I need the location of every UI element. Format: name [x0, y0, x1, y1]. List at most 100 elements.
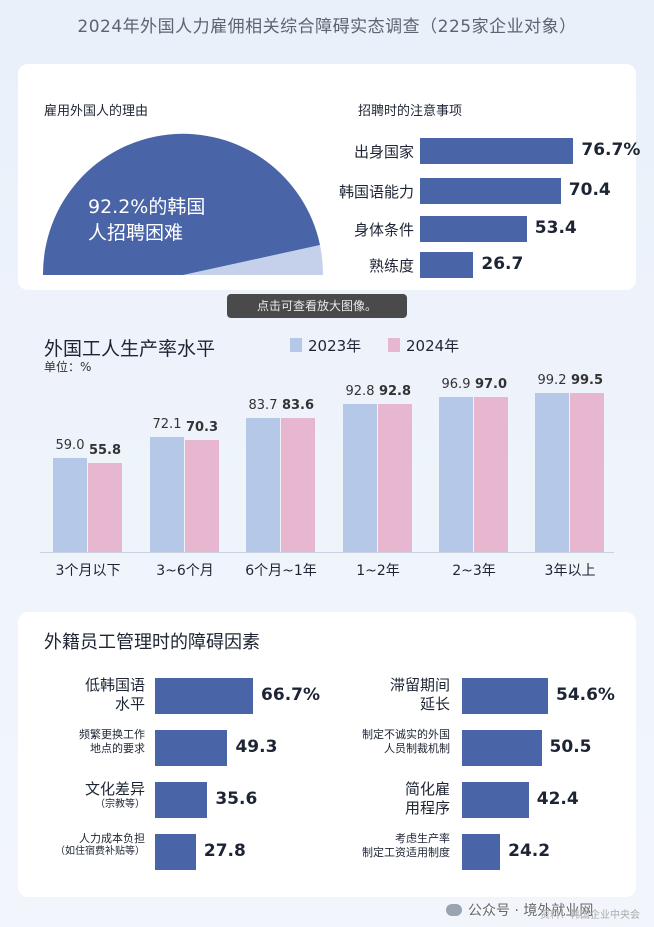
mgmt-right-label-line: 考虑生产率	[395, 832, 450, 845]
pie-slice-other	[183, 245, 324, 275]
mgmt-right-label-line: 用程序	[404, 798, 450, 817]
mgmt-left-label-line: 水平	[114, 694, 145, 713]
bar-value-label: 92.8	[378, 383, 412, 399]
management-title: 外籍员工管理时的障碍因素	[44, 632, 260, 653]
bar-2023	[150, 436, 184, 552]
bar-2023	[53, 457, 87, 552]
pie-text-2: 人招聘困难	[88, 222, 184, 244]
mgmt-right-label-line: 延长	[419, 694, 450, 713]
recruit-bar-value: 70.4	[568, 180, 611, 200]
mgmt-right-label-line: 滞留期间	[389, 676, 450, 694]
mgmt-right-value: 54.6%	[555, 685, 615, 705]
bar-value-label: 59.0	[55, 437, 85, 453]
bar-value-label: 99.2	[537, 373, 567, 389]
mgmt-left-label-line: 低韩国语	[84, 676, 145, 694]
mgmt-left-bar	[155, 678, 254, 714]
page-title: 2024年外国人力雇佣相关综合障碍实态调查（225家企业对象）	[77, 17, 577, 37]
recruit-bar-value: 76.7%	[581, 140, 641, 160]
mgmt-right-bar	[462, 834, 501, 870]
mgmt-left-label: 人力成本负担 （如住宿费补贴等）	[30, 832, 145, 858]
category-label: 3~6个月	[156, 563, 214, 579]
bar-value-label: 55.8	[88, 442, 122, 458]
bar-2024	[281, 418, 315, 552]
recruit-bar	[420, 252, 474, 278]
bar-2024	[88, 462, 122, 552]
mgmt-left-label-line: 人力成本负担	[79, 832, 145, 845]
mgmt-left-bar	[155, 834, 196, 870]
bar-2024	[474, 396, 508, 552]
mgmt-left-bar	[155, 730, 228, 766]
recruit-bar-label: 出身国家	[353, 143, 414, 161]
pie-chart	[42, 133, 324, 275]
mgmt-left-label: 文化差异 （宗教等）	[30, 780, 145, 811]
recruit-bar-label: 身体条件	[353, 221, 414, 239]
mgmt-left-label-line: 地点的要求	[90, 741, 145, 755]
mgmt-left-value: 49.3	[235, 737, 278, 757]
recruit-bar-label: 韩国语能力	[338, 183, 414, 201]
bar-value-label: 97.0	[474, 376, 508, 392]
recruit-bar	[420, 216, 527, 242]
recruit-bar	[420, 178, 561, 204]
mgmt-right-label-line: 制定不诚实的外国	[362, 728, 450, 741]
pie-slice-main	[42, 133, 320, 275]
bar-value-label: 83.6	[281, 398, 315, 414]
footer-logo: 公众号 · 境外就业网	[468, 903, 594, 919]
mgmt-right-value: 50.5	[549, 737, 592, 757]
category-label: 3年以上	[544, 563, 596, 579]
mgmt-left-label-line: 频繁更换工作	[79, 728, 145, 741]
mgmt-left-bar	[155, 782, 208, 818]
mgmt-right-bar	[462, 678, 548, 714]
legend-label-2024: 2024年	[406, 337, 460, 355]
recruit-notes-label: 招聘时的注意事项	[358, 104, 463, 119]
hire-reasons-label: 雇用外国人的理由	[44, 104, 149, 119]
mgmt-left-label: 低韩国语 水平	[30, 676, 145, 714]
wechat-icon	[446, 904, 462, 916]
bar-value-label: 72.1	[152, 416, 182, 432]
bar-value-label: 83.7	[248, 398, 278, 414]
bar-2023	[439, 396, 473, 552]
mgmt-right-label-line: 制定工资适用制度	[362, 845, 450, 859]
recruit-bar	[420, 138, 574, 164]
bar-2023	[343, 403, 377, 552]
recruit-bar-value: 26.7	[481, 254, 524, 274]
bar-value-label: 96.9	[441, 376, 471, 392]
mgmt-left-value: 27.8	[203, 841, 246, 861]
legend-swatch-2023	[290, 338, 302, 352]
bar-2024	[378, 403, 412, 552]
mgmt-right-bar	[462, 782, 529, 818]
legend-swatch-2024	[388, 338, 400, 352]
mgmt-right-bar	[462, 730, 542, 766]
category-label: 2~3年	[452, 563, 496, 579]
mgmt-right-label: 滞留期间 延长	[300, 676, 450, 714]
mgmt-left-value: 35.6	[215, 789, 258, 809]
bar-value-label: 70.3	[185, 419, 219, 435]
mgmt-right-label-line: 简化雇	[404, 780, 450, 798]
mgmt-left-label-line: 文化差异	[84, 780, 145, 798]
mgmt-right-label: 制定不诚实的外国 人员制裁机制	[300, 728, 450, 756]
productivity-title: 外国工人生产率水平	[44, 338, 216, 360]
bar-2024	[185, 439, 219, 552]
mgmt-left-label-line: （如住宿费补贴等）	[55, 845, 145, 857]
bar-2023	[246, 418, 280, 552]
mgmt-right-label: 考虑生产率 制定工资适用制度	[300, 832, 450, 860]
mgmt-right-value: 42.4	[536, 789, 579, 809]
mgmt-right-value: 24.2	[508, 841, 551, 861]
bar-2023	[535, 393, 569, 552]
pie-text-1: 92.2%的韩国	[88, 196, 206, 218]
x-axis-line	[40, 552, 614, 553]
zoom-tooltip[interactable]: 点击可查看放大图像。	[227, 294, 407, 318]
bar-value-label: 92.8	[345, 383, 375, 399]
mgmt-left-label: 频繁更换工作 地点的要求	[30, 728, 145, 756]
recruit-bar-value: 53.4	[534, 218, 577, 238]
mgmt-left-label-line: （宗教等）	[95, 798, 145, 810]
bar-value-label: 99.5	[570, 372, 604, 388]
category-label: 1~2年	[356, 563, 400, 579]
recruit-bar-label: 熟练度	[368, 257, 414, 275]
mgmt-right-label-line: 人员制裁机制	[384, 741, 450, 755]
mgmt-left-value: 66.7%	[261, 685, 321, 705]
productivity-unit: 单位：%	[44, 360, 92, 374]
footer-source: 资料：韩国企业中央会	[540, 910, 640, 921]
category-label: 3个月以下	[55, 563, 121, 579]
legend-label-2023: 2023年	[308, 337, 362, 355]
